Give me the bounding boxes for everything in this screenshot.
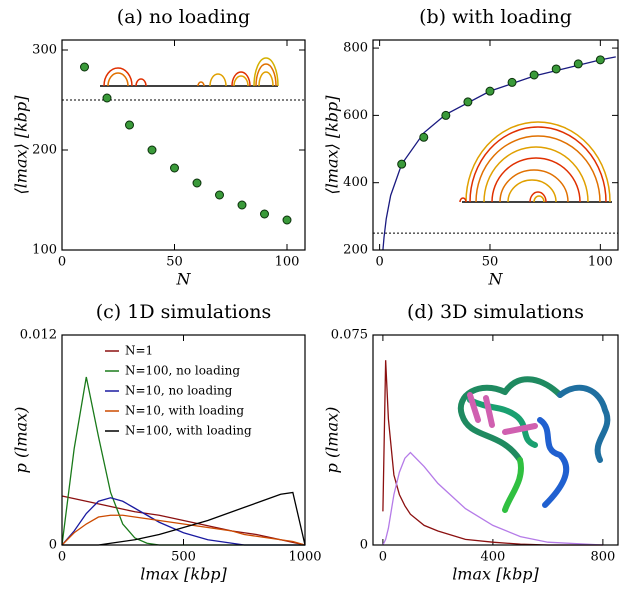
- x-tick-label: 800: [590, 550, 615, 565]
- legend-label: N=10, with loading: [125, 404, 244, 418]
- panel: (b) with loading N ⟨lmax⟩ [kbp] 0 50 100 200 40…: [323, 6, 619, 289]
- data-point: [551, 64, 561, 74]
- data-point: [595, 55, 605, 65]
- chart-title: (d) 3D simulations: [407, 301, 584, 323]
- x-tick-label: 50: [482, 255, 499, 270]
- x-tick-label: 100: [275, 255, 300, 270]
- y-tick-label: 100: [32, 243, 57, 258]
- inset-arcs-a: [100, 57, 279, 87]
- legend-label: N=10, no loading: [125, 384, 233, 398]
- plot-frame: [61, 39, 306, 251]
- x-tick-label: 0: [379, 550, 387, 565]
- y-tick-label: 0.075: [331, 328, 368, 343]
- panel: (d) 3D simulations lmax [kbp] p (lmax) 0 400…: [323, 301, 619, 584]
- y-tick-label: 200: [32, 143, 57, 158]
- series-line: [61, 376, 305, 546]
- plot-frame: [372, 39, 619, 251]
- chart-title: (c) 1D simulations: [96, 301, 272, 323]
- data-point: [507, 77, 517, 87]
- x-tick-label: 500: [171, 550, 196, 565]
- y-tick-label: 0: [360, 538, 368, 553]
- data-point: [441, 110, 451, 120]
- legend-label: N=100, no loading: [125, 364, 240, 378]
- y-tick-label: 0.012: [20, 328, 57, 343]
- x-tick-label: 1000: [288, 550, 321, 565]
- x-tick-label: 0: [375, 255, 383, 270]
- data-point: [192, 178, 202, 188]
- x-tick-label: 0: [58, 255, 66, 270]
- data-point: [125, 120, 134, 130]
- data-point: [397, 159, 407, 169]
- legend-label: N=100, with loading: [125, 424, 252, 438]
- y-axis-label: ⟨lmax⟩ [kbp]: [12, 95, 31, 195]
- chart-title: (a) no loading: [117, 6, 250, 28]
- panel: (a) no loading N ⟨lmax⟩ [kbp] 0 50 100 100 200 3…: [12, 6, 306, 289]
- x-tick-label: 0: [58, 550, 66, 565]
- legend-label: N=1: [125, 344, 153, 358]
- x-axis-label: N: [488, 270, 504, 289]
- y-tick-label: 400: [343, 175, 368, 190]
- series-line: [61, 514, 306, 546]
- y-tick-label: 800: [343, 41, 368, 56]
- data-point: [573, 59, 583, 69]
- data-point: [260, 209, 269, 219]
- x-tick-label: 50: [166, 255, 183, 270]
- data-point: [215, 190, 224, 200]
- series-line: [382, 451, 603, 546]
- y-axis-label: p (lmax): [12, 407, 31, 474]
- data-point: [463, 97, 473, 107]
- data-point: [102, 93, 112, 103]
- data-point: [485, 86, 495, 96]
- chart-title: (b) with loading: [419, 6, 572, 28]
- y-axis-label: ⟨lmax⟩ [kbp]: [323, 95, 342, 195]
- data-point: [147, 145, 157, 155]
- y-tick-label: 300: [32, 43, 57, 58]
- data-point: [170, 163, 179, 173]
- plot-frame: [372, 334, 619, 546]
- y-tick-label: 0: [49, 538, 57, 553]
- polymer-image: [457, 376, 611, 513]
- x-tick-label: 100: [588, 255, 613, 270]
- x-axis-label: lmax [kbp]: [140, 565, 227, 584]
- plot-frame: [61, 334, 306, 546]
- panel: (c) 1D simulations lmax [kbp] p (lmax) 0 500…: [12, 301, 322, 584]
- series-line: [61, 495, 306, 546]
- inset-arcs-b: [459, 121, 612, 203]
- data-point: [282, 215, 292, 225]
- y-tick-label: 600: [343, 108, 368, 123]
- x-axis-label: N: [176, 270, 192, 289]
- data-point: [529, 70, 539, 80]
- data-point: [237, 200, 247, 210]
- x-axis-label: lmax [kbp]: [452, 565, 539, 584]
- y-axis-label: p (lmax): [323, 407, 342, 474]
- data-point: [419, 132, 429, 142]
- y-tick-label: 200: [343, 243, 368, 258]
- series-line: [382, 360, 603, 546]
- data-point: [80, 62, 89, 72]
- x-tick-label: 400: [480, 550, 505, 565]
